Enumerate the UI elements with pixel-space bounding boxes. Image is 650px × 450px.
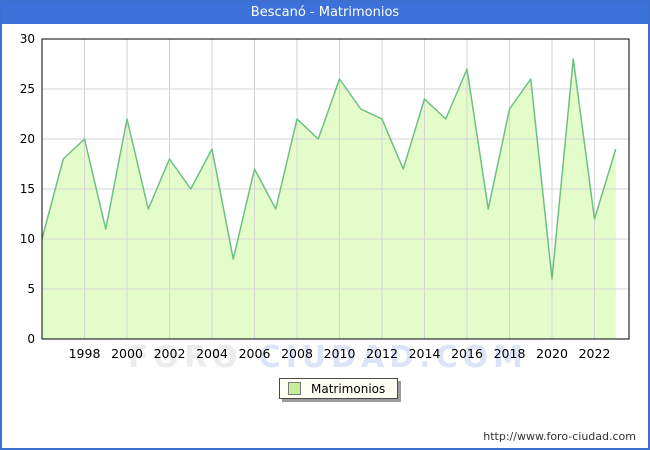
x-axis-tick-label: 2006 — [239, 346, 271, 361]
y-axis-tick-label: 20 — [20, 132, 35, 146]
chart-title: Bescanó - Matrimonios — [250, 5, 400, 20]
x-axis-tick-label: 2014 — [409, 346, 441, 361]
x-axis-tick-label: 2004 — [196, 346, 228, 361]
footer-url: http://www.foro-ciudad.com — [483, 430, 636, 443]
legend: Matrimonios — [279, 378, 399, 399]
y-axis-tick-label: 5 — [27, 282, 35, 296]
plot-border — [41, 38, 630, 340]
x-axis-tick-label: 2020 — [536, 346, 568, 361]
area-fill — [42, 59, 616, 339]
x-axis-tick-label: 2018 — [494, 346, 526, 361]
series-line — [41, 58, 617, 280]
watermark-ciudad: CIUDAD.COM — [258, 340, 528, 375]
x-axis-tick-label: 2008 — [281, 346, 313, 361]
x-axis-tick-label: 2002 — [154, 346, 186, 361]
y-axis-tick-label: 25 — [20, 82, 35, 96]
x-axis-tick-label: 1998 — [69, 346, 101, 361]
x-axis-tick-label: 2016 — [451, 346, 483, 361]
y-axis-tick-label: 30 — [20, 32, 35, 46]
x-axis-tick-label: 2000 — [111, 346, 143, 361]
watermark-foro: FORO — [128, 340, 243, 375]
x-axis-tick-label: 2022 — [579, 346, 611, 361]
legend-swatch — [288, 382, 301, 395]
chart-title-bar: Bescanó - Matrimonios — [2, 2, 648, 24]
y-axis-tick-label: 10 — [20, 232, 35, 246]
legend-label: Matrimonios — [311, 381, 386, 396]
x-axis-tick-label: 2012 — [366, 346, 398, 361]
y-axis-tick-label: 0 — [27, 332, 35, 346]
y-axis-tick-label: 15 — [20, 182, 35, 196]
watermark: FORO CIUDAD.COM — [128, 340, 528, 375]
x-axis-tick-label: 2010 — [324, 346, 356, 361]
